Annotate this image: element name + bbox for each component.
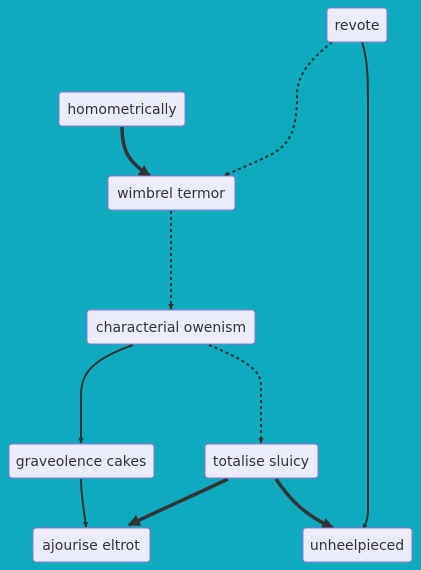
- node-ajourise-eltrot[interactable]: ajourise eltrot: [32, 527, 151, 563]
- node-graveolence-cakes[interactable]: graveolence cakes: [8, 443, 155, 479]
- node-label: wimbrel termor: [117, 186, 225, 202]
- node-wimbrel-termor[interactable]: wimbrel termor: [107, 175, 236, 211]
- node-label: graveolence cakes: [16, 454, 147, 470]
- node-label: homometrically: [67, 102, 176, 118]
- node-characterial-owenism[interactable]: characterial owenism: [86, 309, 256, 345]
- edges-layer: [78, 41, 369, 530]
- edge-revote-to-wimbrel-termor: [223, 41, 333, 177]
- edge-totalise-sluicy-to-ajourise-eltrot: [127, 477, 229, 527]
- nodes-layer: revote homometrically wimbrel termor cha…: [8, 7, 413, 563]
- node-revote[interactable]: revote: [326, 7, 388, 43]
- edge-homometrically-to-wimbrel-termor: [120, 126, 152, 178]
- node-totalise-sluicy[interactable]: totalise sluicy: [204, 443, 319, 479]
- node-label: totalise sluicy: [213, 454, 309, 470]
- node-label: revote: [334, 18, 379, 34]
- node-label: unheelpieced: [310, 538, 404, 554]
- node-homometrically[interactable]: homometrically: [58, 91, 186, 127]
- edge-characterial-owenism-to-graveolence-cakes: [78, 344, 134, 444]
- node-unheelpieced[interactable]: unheelpieced: [302, 527, 413, 563]
- node-label: characterial owenism: [96, 320, 246, 336]
- edge-graveolence-cakes-to-ajourise-eltrot: [80, 478, 89, 528]
- edge-totalise-sluicy-to-unheelpieced: [274, 478, 335, 530]
- edge-characterial-owenism-to-totalise-sluicy: [208, 344, 264, 444]
- edge-revote-to-unheelpieced: [361, 41, 369, 530]
- node-label: ajourise eltrot: [42, 538, 140, 554]
